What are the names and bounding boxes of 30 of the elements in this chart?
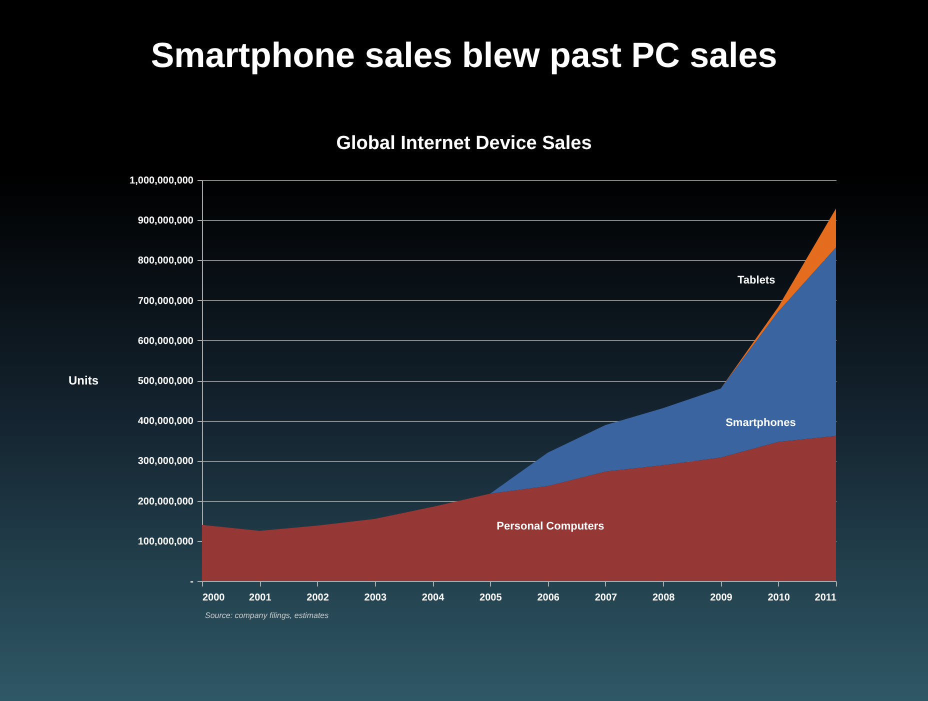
y-tick-label: 1,000,000,000 [130,176,194,186]
y-tick-label: - [190,576,194,588]
x-tick-label: 2002 [306,592,330,604]
x-tick-label: 2005 [480,592,502,604]
source-note: Source: company filings, estimates [205,611,329,620]
series-label: Personal Computers [496,520,604,532]
x-tick-label: 2006 [537,592,560,604]
chart-title: Smartphone sales blew past PC sales [150,36,778,75]
x-tick-label: 2003 [364,592,387,604]
series-label: Tablets [738,274,776,287]
x-tick-label: 2004 [422,592,445,604]
y-tick-label: 800,000,000 [138,256,194,267]
x-tick-label: 2011 [814,592,837,604]
y-tick-label: 700,000,000 [138,296,194,307]
x-tick-label: 2010 [768,592,790,604]
y-tick-label: 400,000,000 [138,416,194,428]
x-tick-label: 2007 [594,592,618,604]
y-tick-label: 100,000,000 [138,536,194,548]
chart-subtitle: Global Internet Device Sales [336,133,592,154]
x-tick-label: 2008 [652,592,676,604]
y-axis-title: Units [68,374,99,388]
x-tick-label: 2009 [710,592,733,604]
x-tick-label: 2000 [202,592,226,604]
y-tick-label: 900,000,000 [138,216,194,227]
series-label: Smartphones [726,417,796,430]
y-tick-label: 500,000,000 [138,376,194,387]
y-tick-label: 300,000,000 [138,456,194,468]
y-tick-label: 600,000,000 [138,336,194,347]
y-tick-label: 200,000,000 [138,496,194,508]
x-tick-label: 2001 [249,592,272,604]
